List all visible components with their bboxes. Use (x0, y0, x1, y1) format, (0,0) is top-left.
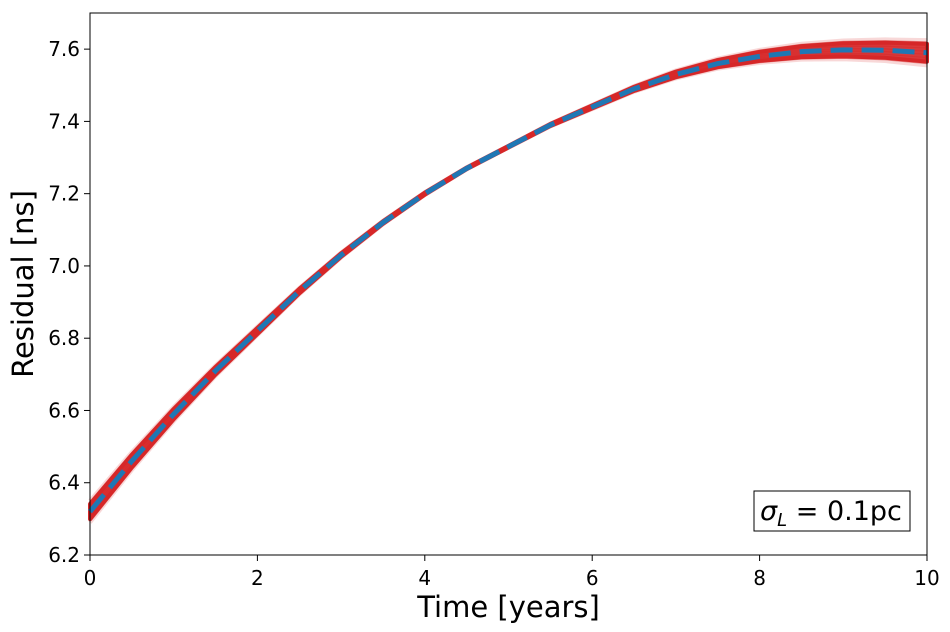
mean-curve (88, 47, 928, 514)
realization-curve (88, 50, 928, 516)
realization-curve (88, 40, 928, 505)
sigma-annotation: σL = 0.1pc (753, 490, 911, 532)
y-tick-label: 7.4 (48, 109, 80, 133)
realization-curve (88, 45, 928, 511)
y-tick-label: 7.2 (48, 182, 80, 206)
y-tick-label: 7.6 (48, 37, 80, 61)
x-tick-label: 0 (84, 566, 97, 590)
annotation-value: = 0.1pc (787, 496, 902, 527)
realization-curve (88, 52, 928, 519)
y-tick-label: 7.0 (48, 254, 80, 278)
x-tick-label: 2 (251, 566, 264, 590)
y-axis-label: Residual [ns] (6, 190, 40, 378)
mean-curve-line (88, 47, 928, 514)
plot-frame (89, 12, 928, 556)
y-tick-label: 6.2 (48, 543, 80, 567)
annotation-text: σL = 0.1pc (760, 496, 902, 531)
annotation-subscript: L (777, 510, 787, 531)
y-tick-label: 6.4 (48, 471, 80, 495)
y-tick-label: 6.6 (48, 398, 80, 422)
y-tick-label: 6.8 (48, 326, 80, 350)
x-axis-label: Time [years] (416, 590, 600, 624)
realization-curve (88, 42, 928, 508)
annotation-symbol: σ (760, 496, 778, 527)
realization-band-core (88, 40, 929, 522)
x-tick-label: 6 (586, 566, 599, 590)
realization-curve (88, 54, 928, 522)
axis-ticks: 0 2 4 6 8 10 6.2 6.4 6.6 6.8 7.0 7.2 7.4 7.6 (48, 37, 940, 590)
realization-band (88, 37, 929, 524)
x-tick-label: 10 (914, 566, 939, 590)
realization-curve (88, 57, 928, 524)
x-tick-label: 4 (418, 566, 431, 590)
x-tick-label: 8 (753, 566, 766, 590)
realization-curve (88, 37, 928, 503)
annotation-box (753, 490, 911, 532)
realization-curve (88, 47, 928, 513)
